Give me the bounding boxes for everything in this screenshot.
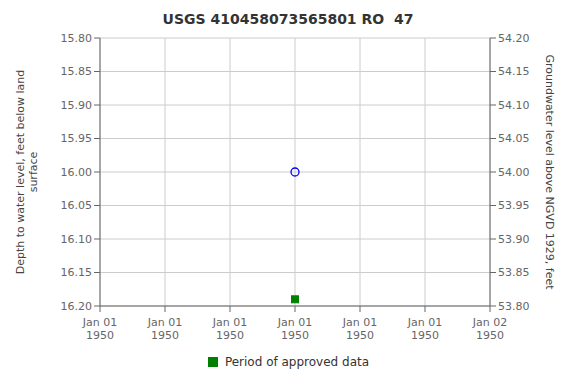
svg-text:53.95: 53.95 (498, 199, 530, 212)
svg-text:54.00: 54.00 (498, 166, 530, 179)
svg-text:15.80: 15.80 (61, 32, 93, 45)
svg-text:54.10: 54.10 (498, 99, 530, 112)
svg-text:Jan 011950: Jan 011950 (147, 316, 182, 342)
svg-text:54.20: 54.20 (498, 32, 530, 45)
svg-text:53.90: 53.90 (498, 233, 530, 246)
svg-text:Groundwater level above NGVD 1: Groundwater level above NGVD 1929, feet (543, 54, 556, 290)
svg-text:Jan 011950: Jan 011950 (212, 316, 247, 342)
svg-text:Jan 011950: Jan 011950 (277, 316, 312, 342)
svg-text:53.80: 53.80 (498, 300, 530, 313)
svg-text:16.10: 16.10 (61, 233, 93, 246)
svg-text:16.15: 16.15 (61, 266, 93, 279)
svg-text:15.95: 15.95 (61, 132, 93, 145)
html-text:Period of approved data: Period of approved data (224, 355, 370, 369)
html-text:USGS 410458073565801 RO 47: USGS 410458073565801 RO 47 (162, 11, 414, 27)
svg-text:Jan 011950: Jan 011950 (342, 316, 377, 342)
svg-text:Jan 021950: Jan 021950 (472, 316, 507, 342)
svg-text:15.90: 15.90 (61, 99, 93, 112)
svg-text:54.15: 54.15 (498, 65, 530, 78)
svg-text:53.85: 53.85 (498, 266, 530, 279)
svg-text:54.05: 54.05 (498, 132, 530, 145)
svg-text:16.00: 16.00 (61, 166, 93, 179)
svg-text:15.85: 15.85 (61, 65, 93, 78)
svg-text:Jan 011950: Jan 011950 (407, 316, 442, 342)
svg-text:16.05: 16.05 (61, 199, 93, 212)
svg-text:Jan 011950: Jan 011950 (82, 316, 117, 342)
svg-text:16.20: 16.20 (61, 300, 93, 313)
svg-text:Depth to water level, feet bel: Depth to water level, feet below landsur… (14, 70, 40, 275)
